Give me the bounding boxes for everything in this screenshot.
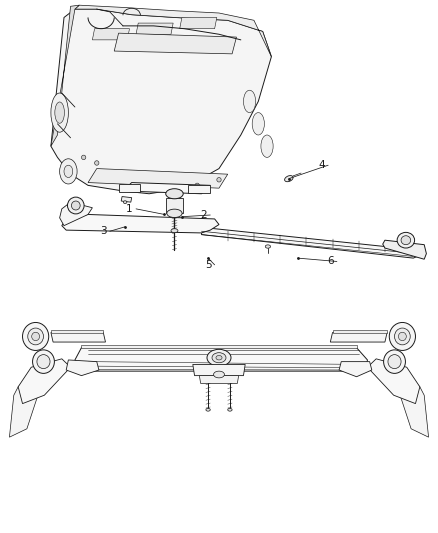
Polygon shape — [51, 333, 106, 342]
Polygon shape — [199, 376, 239, 383]
Ellipse shape — [285, 175, 293, 182]
Ellipse shape — [399, 332, 406, 341]
Polygon shape — [394, 370, 428, 437]
Ellipse shape — [81, 155, 86, 159]
Polygon shape — [166, 198, 183, 213]
Ellipse shape — [252, 112, 265, 135]
Ellipse shape — [51, 93, 68, 132]
Polygon shape — [339, 361, 372, 377]
Polygon shape — [62, 214, 219, 233]
Ellipse shape — [217, 177, 221, 182]
Ellipse shape — [32, 332, 39, 341]
Ellipse shape — [207, 349, 231, 366]
Polygon shape — [51, 5, 79, 146]
Ellipse shape — [37, 354, 50, 369]
Polygon shape — [180, 18, 217, 29]
Ellipse shape — [265, 245, 271, 248]
Ellipse shape — [216, 356, 222, 360]
Polygon shape — [330, 333, 387, 342]
Text: 3: 3 — [100, 226, 106, 236]
Ellipse shape — [401, 236, 411, 245]
Ellipse shape — [60, 159, 77, 184]
Ellipse shape — [388, 354, 401, 369]
Ellipse shape — [166, 189, 183, 199]
Ellipse shape — [244, 90, 256, 112]
Ellipse shape — [261, 135, 273, 157]
Ellipse shape — [28, 328, 43, 345]
Polygon shape — [201, 228, 420, 258]
Text: 1: 1 — [126, 204, 133, 214]
Polygon shape — [188, 185, 210, 193]
Polygon shape — [136, 23, 173, 34]
Ellipse shape — [389, 322, 416, 350]
Polygon shape — [51, 330, 103, 333]
Polygon shape — [75, 348, 367, 371]
Polygon shape — [92, 29, 130, 40]
Ellipse shape — [64, 165, 73, 177]
Polygon shape — [18, 359, 71, 403]
Ellipse shape — [214, 371, 224, 378]
Polygon shape — [114, 33, 237, 54]
Ellipse shape — [95, 161, 99, 165]
Ellipse shape — [384, 350, 406, 374]
Polygon shape — [75, 5, 272, 56]
Text: 5: 5 — [205, 260, 212, 270]
Polygon shape — [10, 370, 44, 437]
Polygon shape — [51, 9, 272, 194]
Polygon shape — [123, 183, 210, 194]
Text: 2: 2 — [201, 210, 207, 220]
Polygon shape — [66, 360, 99, 376]
Ellipse shape — [67, 197, 84, 214]
Polygon shape — [383, 240, 426, 259]
Ellipse shape — [195, 183, 199, 188]
Ellipse shape — [206, 408, 210, 411]
Ellipse shape — [124, 201, 127, 204]
Ellipse shape — [71, 201, 80, 210]
Polygon shape — [193, 365, 245, 376]
Polygon shape — [332, 330, 387, 333]
Ellipse shape — [171, 229, 178, 232]
Text: 6: 6 — [327, 256, 334, 266]
Ellipse shape — [55, 102, 64, 123]
Ellipse shape — [22, 322, 49, 350]
Polygon shape — [81, 345, 357, 348]
Ellipse shape — [228, 408, 232, 411]
Ellipse shape — [167, 209, 182, 217]
Polygon shape — [119, 184, 141, 192]
Ellipse shape — [395, 328, 410, 345]
Polygon shape — [121, 197, 132, 202]
Ellipse shape — [32, 350, 54, 374]
Polygon shape — [88, 168, 228, 188]
Polygon shape — [60, 202, 92, 225]
Ellipse shape — [397, 232, 415, 248]
Ellipse shape — [212, 353, 226, 363]
Text: 4: 4 — [318, 160, 325, 170]
Polygon shape — [367, 359, 420, 403]
